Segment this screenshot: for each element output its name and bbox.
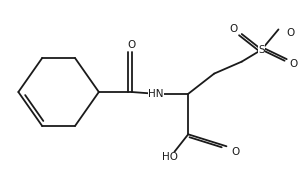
Text: S: S xyxy=(258,45,265,55)
Text: O: O xyxy=(232,147,240,157)
Text: O: O xyxy=(128,40,136,50)
Text: HN: HN xyxy=(148,89,164,99)
Text: O: O xyxy=(286,28,294,38)
Text: HO: HO xyxy=(162,152,178,162)
Text: O: O xyxy=(229,24,237,33)
Text: O: O xyxy=(289,59,297,69)
